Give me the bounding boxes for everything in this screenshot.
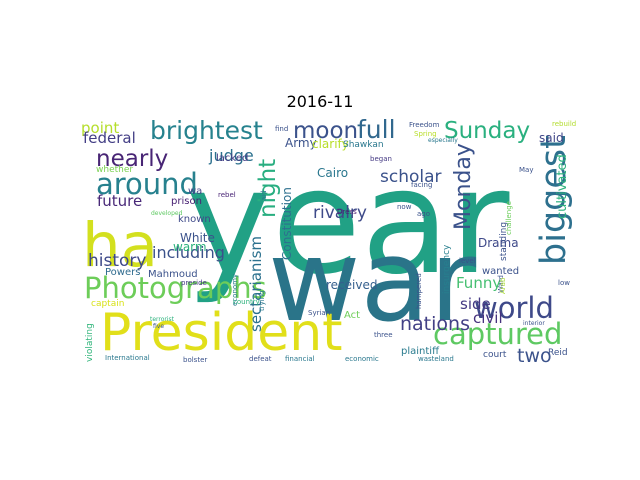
word-aid: aid: [260, 190, 268, 201]
word-moon: moon: [293, 118, 358, 144]
word-world: world: [474, 291, 554, 325]
word-biggest: biggest: [534, 135, 574, 265]
word-scholar: scholar: [380, 167, 442, 187]
word-may: May: [519, 166, 533, 174]
word-including: including: [152, 243, 225, 262]
word-around: around: [96, 167, 198, 201]
word-judge: judge: [208, 146, 254, 165]
word-history: history: [88, 251, 146, 271]
word-wanted: wanted: [482, 266, 519, 277]
word-developed: developed: [151, 210, 183, 217]
word-night: night: [255, 159, 281, 218]
word-especially: especially: [428, 137, 458, 144]
word-act: Act: [344, 310, 360, 321]
word-financial: financial: [285, 355, 315, 363]
word-cairo: Cairo: [317, 166, 348, 180]
word-dress: Dress: [337, 208, 357, 216]
word-lacked: lacked: [216, 153, 248, 164]
word-syrian: Syrian: [308, 309, 330, 317]
word-arab: Arab: [499, 277, 507, 294]
word-war: war: [268, 215, 477, 347]
word-shawkan: Shawkan: [343, 140, 384, 150]
word-drama: Drama: [478, 236, 519, 250]
chart-title: 2016-11: [286, 92, 354, 111]
word-point: point: [81, 119, 119, 137]
word-defeat: defeat: [249, 355, 272, 363]
word-bolster: bolster: [183, 356, 207, 364]
word-year: year: [186, 138, 510, 307]
word-known: known: [178, 214, 211, 225]
word-powers: Powers: [105, 267, 140, 278]
word-two: two: [517, 345, 552, 367]
word-civil: civil: [473, 309, 503, 327]
word-army: Army: [285, 136, 317, 150]
word-constitution: Constitution: [280, 187, 294, 260]
word-standing: standing: [499, 222, 509, 261]
word-plaintiff: plaintiff: [401, 346, 440, 357]
word-rebuild: rebuild: [552, 120, 576, 128]
word-violating: violating: [85, 323, 95, 362]
word-side: side: [460, 295, 491, 313]
word-trying: trying: [258, 290, 266, 311]
word-wasteland: wasteland: [418, 355, 454, 363]
word-cultivated: cultivated: [555, 154, 570, 219]
word-captured: captured: [433, 317, 562, 351]
word-ago: ago: [417, 210, 430, 218]
word-nearly: nearly: [96, 146, 168, 172]
word-sectarianism: sectarianism: [247, 236, 265, 332]
word-wa: wa: [188, 186, 202, 197]
word-now: now: [397, 203, 412, 211]
word-said: said: [539, 131, 564, 145]
word-clarify: clarify: [312, 137, 349, 151]
word-ward: Ward: [497, 275, 505, 293]
word-began: began: [370, 155, 392, 163]
word-low: low: [558, 279, 570, 287]
word-hampered: hampered: [415, 273, 423, 309]
word-monday: Monday: [451, 143, 476, 230]
word-future: future: [97, 192, 142, 210]
word-rebel: rebel: [218, 191, 236, 199]
word-prison: prison: [171, 196, 202, 207]
word-terrorist: terrorist: [150, 316, 175, 323]
word-preside: preside: [181, 279, 207, 287]
word-insurgency: insurgency: [442, 244, 452, 294]
word-three: three: [374, 331, 393, 339]
word-international: International: [105, 354, 150, 362]
word-photographs: Photographs: [84, 271, 267, 305]
word-received: received: [326, 278, 377, 292]
word-spring: Spring: [414, 130, 437, 138]
word-challenge: challenge: [505, 201, 513, 235]
word-level: level: [459, 257, 476, 265]
word-funny: Funny: [456, 274, 501, 292]
word-warm: warm: [173, 240, 207, 254]
word-ha: ha: [82, 210, 158, 281]
word-sunday: Sunday: [444, 118, 530, 144]
word-economic: economic: [345, 355, 379, 363]
word-country: country: [233, 298, 260, 306]
word-brightest: brightest: [150, 116, 263, 145]
word-freedom: Freedom: [409, 121, 440, 129]
word-president: President: [100, 303, 343, 363]
word-mahmoud: Mahmoud: [148, 269, 198, 280]
word-white: White: [180, 231, 215, 245]
word-rivalry: rivalry: [313, 203, 367, 223]
word-reid: Reid: [548, 348, 568, 358]
word-federal: federal: [83, 129, 136, 147]
word-find: find: [275, 125, 288, 133]
word-facing: facing: [411, 181, 432, 189]
word-interior: interior: [523, 320, 545, 327]
word-court: court: [483, 350, 507, 360]
word-captain: captain: [91, 299, 124, 309]
word-economy: economy: [231, 274, 239, 306]
word-nations: nations: [400, 313, 470, 335]
word-whether: whether: [96, 165, 133, 175]
word-full: full: [357, 115, 396, 144]
word-five: five: [153, 323, 164, 330]
